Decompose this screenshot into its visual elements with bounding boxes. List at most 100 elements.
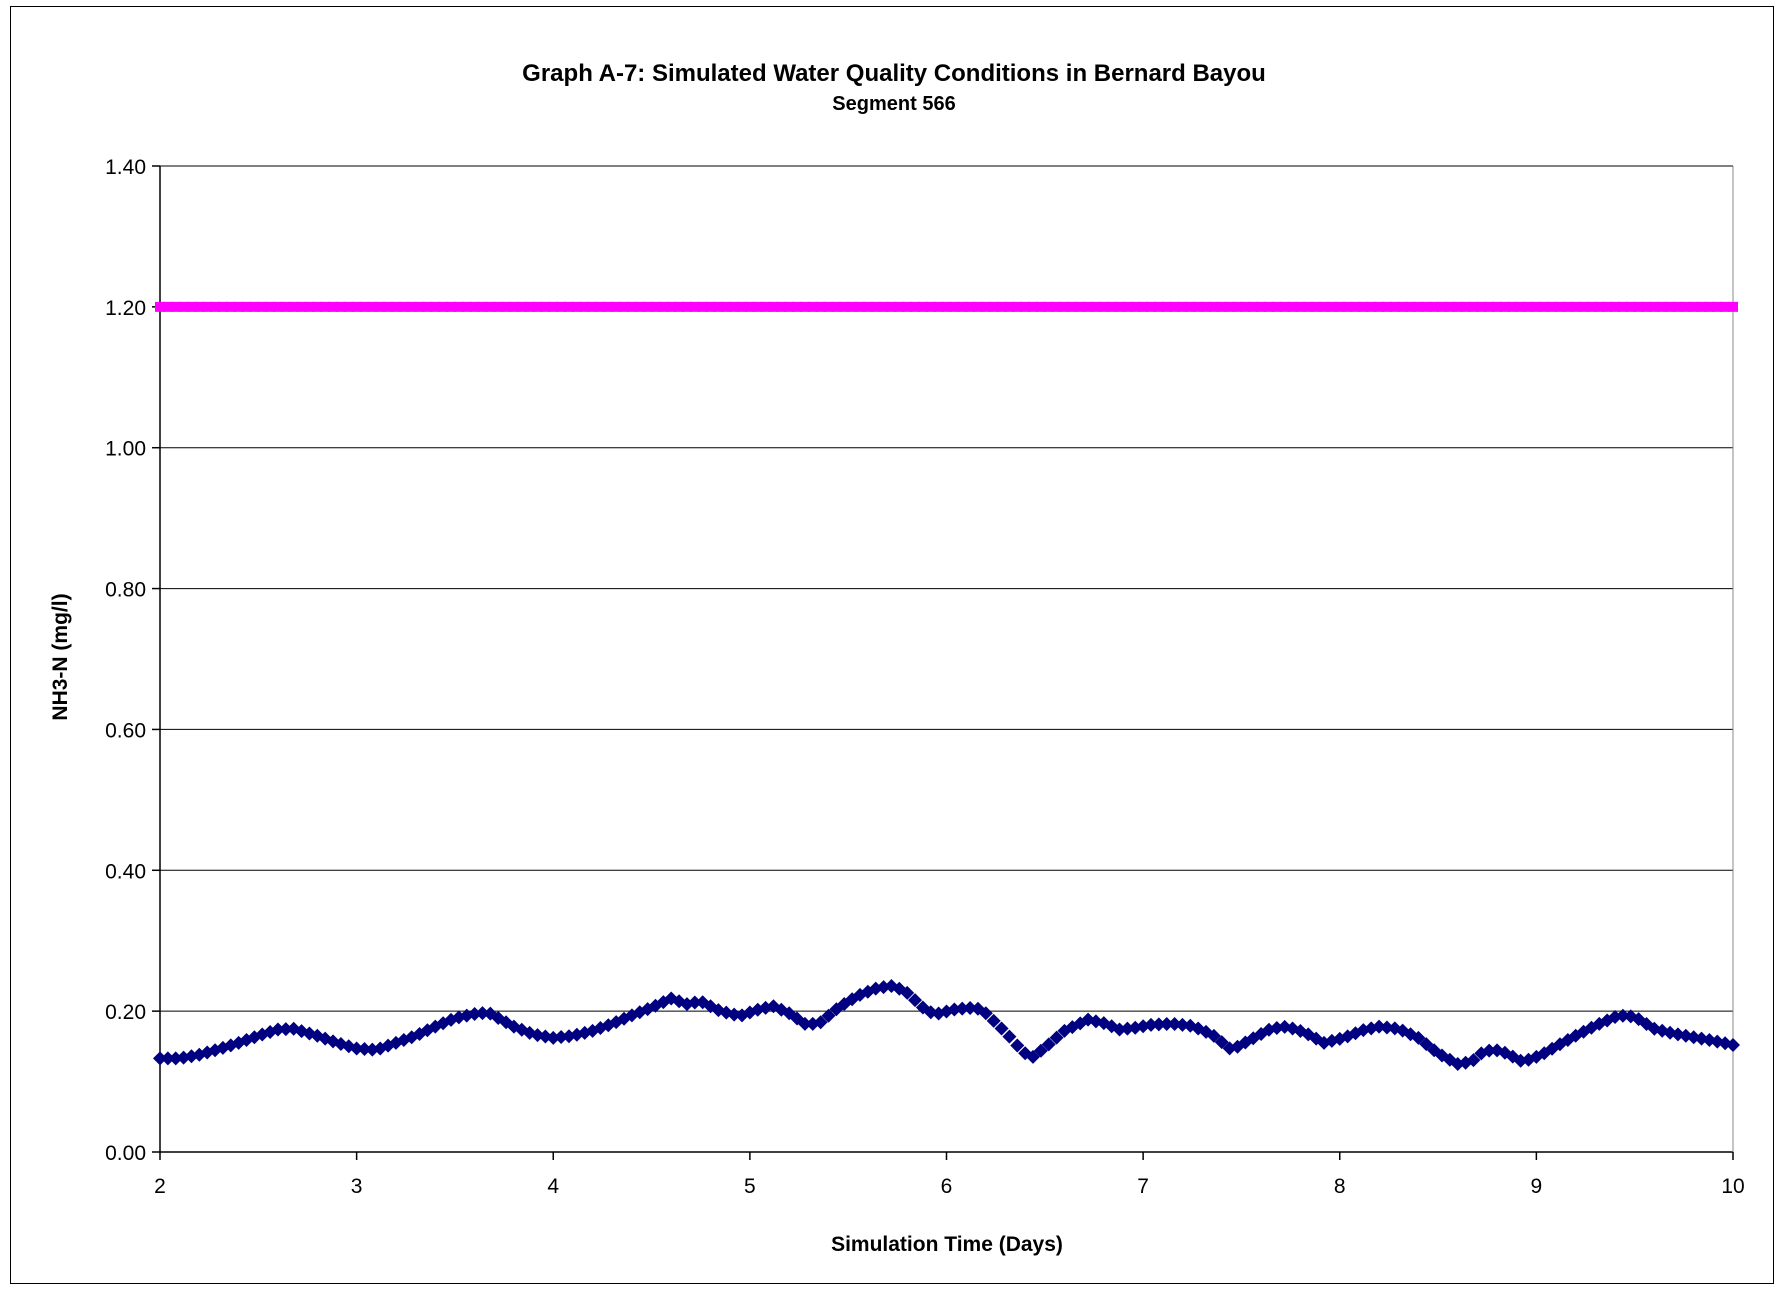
series-2-point — [821, 1008, 836, 1023]
series-1-point — [1680, 301, 1691, 312]
series-1-point — [1602, 301, 1613, 312]
series-1-point — [611, 301, 622, 312]
series-1-point — [1728, 301, 1738, 312]
series-1-point — [1539, 301, 1550, 312]
series-1-point — [642, 301, 653, 312]
series-1-point — [422, 301, 433, 312]
chart-title: Graph A-7: Simulated Water Quality Condi… — [522, 60, 1266, 87]
series-2-point — [1136, 1019, 1151, 1034]
series-1-point — [776, 301, 787, 312]
series-1-point — [768, 301, 779, 312]
series-2-point — [1159, 1017, 1174, 1032]
series-1-point — [1633, 301, 1644, 312]
series-2-point — [963, 1001, 978, 1016]
series-1-point — [972, 301, 983, 312]
series-1-point — [162, 301, 173, 312]
series-1-point — [469, 301, 480, 312]
series-1-point — [1499, 301, 1510, 312]
series-1-point — [288, 301, 299, 312]
x-tick-label: 3 — [351, 1175, 363, 1198]
series-1-point — [1185, 301, 1196, 312]
series-1-point — [1350, 301, 1361, 312]
x-tick-label: 7 — [1137, 1175, 1149, 1198]
series-2-point — [1002, 1029, 1017, 1044]
series-1-point — [1342, 301, 1353, 312]
series-1-point — [1665, 301, 1676, 312]
series-1-point — [375, 301, 386, 312]
series-2-point — [797, 1016, 812, 1031]
series-1-point — [280, 301, 291, 312]
series-1-point — [705, 301, 716, 312]
series-1-point — [1051, 301, 1062, 312]
series-1-point — [1130, 301, 1141, 312]
series-1-point — [186, 301, 197, 312]
y-tick-label: 0.00 — [105, 1142, 146, 1165]
series-1-point — [1468, 301, 1479, 312]
y-axis-title: NH3-N (mg/l) — [49, 593, 72, 720]
series-1-point — [571, 301, 582, 312]
series-1-point — [1020, 301, 1031, 312]
series-1-point — [1389, 301, 1400, 312]
series-1-point — [579, 301, 590, 312]
x-tick-label: 5 — [744, 1175, 756, 1198]
series-1-point — [1075, 301, 1086, 312]
y-tick-label: 1.40 — [105, 156, 146, 179]
series-2-point — [1631, 1012, 1646, 1027]
series-1-point — [328, 301, 339, 312]
series-1-point — [202, 301, 213, 312]
series-1-point — [1586, 301, 1597, 312]
series-1-point — [886, 301, 897, 312]
series-1-point — [304, 301, 315, 312]
series-1-point — [1271, 301, 1282, 312]
series-1-point — [1153, 301, 1164, 312]
series-2-point — [1143, 1017, 1158, 1032]
series-1-point — [1059, 301, 1070, 312]
series-2-point — [1041, 1037, 1056, 1052]
series-2-markers — [153, 979, 1740, 1071]
series-1-point — [1224, 301, 1235, 312]
series-1-point — [910, 301, 921, 312]
series-1-point — [980, 301, 991, 312]
series-1-point — [320, 301, 331, 312]
series-1-point — [1326, 301, 1337, 312]
series-1-point — [1232, 301, 1243, 312]
series-1-point — [383, 301, 394, 312]
series-1-point — [737, 301, 748, 312]
series-1-point — [1641, 301, 1652, 312]
series-2-point — [1175, 1017, 1190, 1032]
series-1-point — [1444, 301, 1455, 312]
series-1-point — [666, 301, 677, 312]
series-2-point — [955, 1001, 970, 1016]
series-1-point — [398, 301, 409, 312]
series-1-point — [312, 301, 323, 312]
series-1-point — [516, 301, 527, 312]
series-1-point — [155, 301, 165, 312]
series-2-point — [1411, 1030, 1426, 1045]
chart-subtitle: Segment 566 — [832, 93, 955, 115]
series-2-point — [1010, 1038, 1025, 1053]
x-tick-label: 2 — [154, 1175, 166, 1198]
series-1-point — [414, 301, 425, 312]
series-1-point — [1712, 301, 1723, 312]
series-1-point — [831, 301, 842, 312]
series-1-point — [1145, 301, 1156, 312]
series-1-point — [367, 301, 378, 312]
series-2-point — [908, 993, 923, 1008]
y-tick-label: 0.20 — [105, 1001, 146, 1024]
series-1-point — [1248, 301, 1259, 312]
series-1-point — [799, 301, 810, 312]
series-2-point — [160, 1051, 175, 1066]
series-1-point — [1169, 301, 1180, 312]
series-1-point — [965, 301, 976, 312]
series-1-point — [729, 301, 740, 312]
series-1-point — [438, 301, 449, 312]
series-1-point — [1649, 301, 1660, 312]
series-1-point — [265, 301, 276, 312]
series-1-point — [1460, 301, 1471, 312]
series-2-point — [986, 1013, 1001, 1028]
y-axis-ticks: 0.00 0.20 0.40 0.60 0.80 1.00 1.20 1.40 — [105, 156, 160, 1165]
series-1-point — [241, 301, 252, 312]
series-1-point — [1625, 301, 1636, 312]
series-1-point — [178, 301, 189, 312]
series-1-point — [603, 301, 614, 312]
